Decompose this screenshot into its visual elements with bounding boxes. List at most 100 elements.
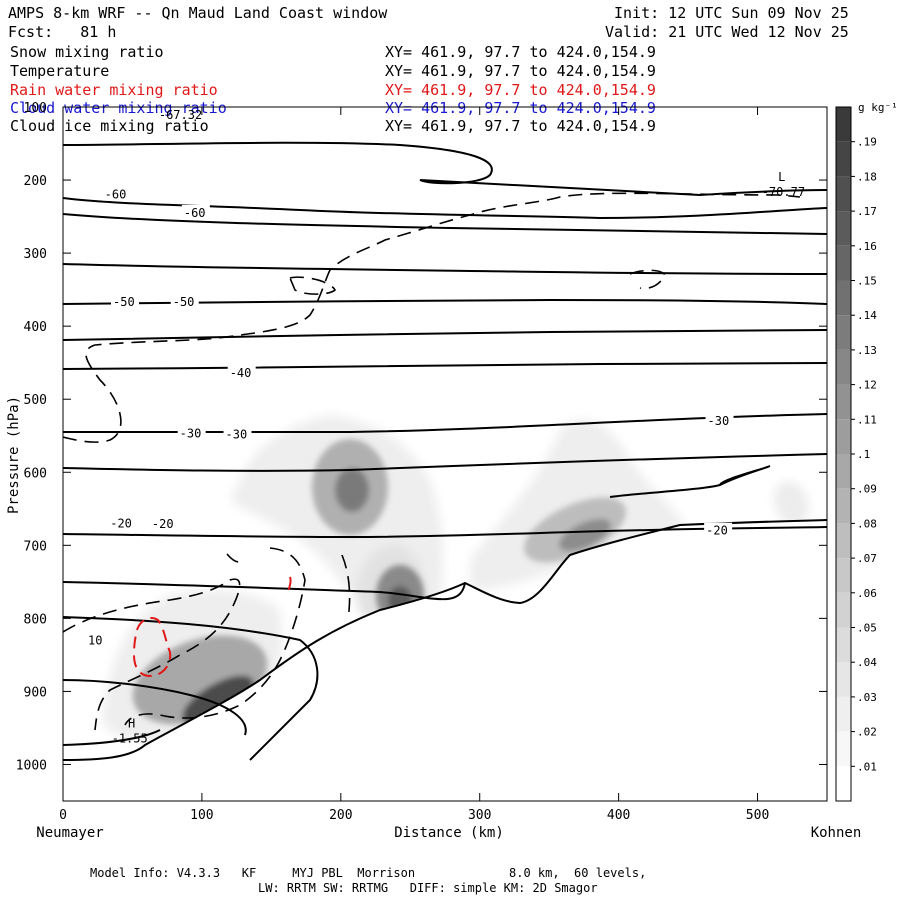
colorbar-swatch bbox=[836, 176, 851, 212]
x-tick-label: 500 bbox=[746, 808, 769, 823]
temperature-contour-label: -20 bbox=[706, 524, 728, 538]
colorbar-unit: g kg⁻¹ bbox=[858, 101, 898, 114]
field-xy-cloudice: XY= 461.9, 97.7 to 424.0,154.9 bbox=[385, 117, 656, 135]
temp-contour bbox=[63, 679, 247, 736]
terrain-mask bbox=[145, 520, 827, 801]
contour-labels: -60 -60 -50 -50 -40 -30 -30 -30 -20 -20 -20 10 L-70.… bbox=[86, 108, 805, 745]
init-time: Init: 12 UTC Sun 09 Nov 25 bbox=[614, 4, 849, 22]
temp-contour bbox=[63, 197, 827, 220]
field-name-temperature: Temperature bbox=[10, 62, 110, 80]
colorbar-label: .09 bbox=[857, 483, 877, 496]
colorbar-label: .06 bbox=[857, 587, 877, 600]
y-tick-label: 1000 bbox=[16, 758, 47, 773]
colorbar-label: .17 bbox=[857, 205, 877, 218]
x-tick-label: 300 bbox=[468, 808, 491, 823]
contour-label-bg bbox=[108, 515, 137, 530]
extremum-value: -67.32 bbox=[159, 108, 202, 122]
colorbar-swatch bbox=[836, 662, 851, 697]
field-name-rain: Rain water mixing ratio bbox=[10, 81, 218, 99]
colorbar-swatch bbox=[836, 419, 851, 454]
field-xy-rain: XY= 461.9, 97.7 to 424.0,154.9 bbox=[385, 81, 656, 99]
snow-core-lower bbox=[182, 675, 254, 725]
forecast-hour: Fcst: 81 h bbox=[8, 23, 117, 41]
colorbar-swatch bbox=[836, 107, 851, 142]
rain-contour bbox=[288, 576, 292, 591]
valid-time: Valid: 21 UTC Wed 12 Nov 25 bbox=[605, 23, 849, 41]
colorbar-label: .12 bbox=[857, 379, 877, 392]
y-tick-label: 600 bbox=[24, 466, 47, 481]
y-tick-label: 900 bbox=[24, 685, 47, 700]
y-tick-label: 500 bbox=[24, 393, 47, 408]
ice-contour bbox=[124, 547, 306, 726]
colorbar-label: .05 bbox=[857, 622, 877, 635]
cloud-ice-contours bbox=[63, 192, 801, 731]
temperature-contour-label: -50 bbox=[173, 295, 195, 309]
field-name-cloudwater: Cloud water mixing ratio bbox=[10, 99, 227, 117]
ice-contour bbox=[63, 578, 241, 731]
contour-label-bg bbox=[705, 413, 734, 428]
temperature-contour-label: -60 bbox=[184, 206, 206, 220]
colorbar-swatch bbox=[836, 627, 851, 663]
colorbar-label: .03 bbox=[857, 691, 877, 704]
colorbar: .19 .18 .17 .16 .15 .14 .13 .12 .11 .1 .09 .08 .07 .0… bbox=[835, 106, 877, 802]
temperature-contours bbox=[63, 141, 827, 761]
ice-contour bbox=[63, 192, 801, 443]
colorbar-swatch bbox=[836, 558, 851, 593]
extremum-marker: L bbox=[778, 170, 785, 184]
temperature-contour-label: -20 bbox=[152, 517, 174, 531]
colorbar-label: .18 bbox=[857, 170, 877, 183]
contour-label-bg bbox=[177, 425, 206, 440]
colorbar-label: .01 bbox=[857, 760, 877, 773]
colorbar-swatch bbox=[836, 488, 851, 524]
colorbar-label: .1 bbox=[857, 448, 870, 461]
colorbar-label: .19 bbox=[857, 136, 877, 149]
temp-contour bbox=[63, 729, 161, 746]
temperature-contour-label: -60 bbox=[105, 188, 127, 202]
field-xy-temperature: XY= 461.9, 97.7 to 424.0,154.9 bbox=[385, 62, 656, 80]
temp-contour bbox=[63, 413, 827, 434]
contour-label-bg bbox=[86, 632, 107, 647]
colorbar-label: .08 bbox=[857, 517, 877, 530]
ice-contour bbox=[341, 554, 351, 621]
snow-shade-farright bbox=[774, 481, 810, 525]
chart-title: AMPS 8-km WRF -- Qn Maud Land Coast wind… bbox=[8, 4, 388, 22]
rain-contour bbox=[132, 617, 172, 678]
temperature-contour-label: -50 bbox=[113, 295, 135, 309]
contour-label-bg bbox=[181, 204, 210, 219]
colorbar-swatch bbox=[836, 454, 851, 489]
temperature-contour-label: -40 bbox=[230, 366, 252, 380]
colorbar-label: .07 bbox=[857, 552, 877, 565]
contour-label-bg bbox=[170, 294, 199, 309]
temperature-contour-label: 10 bbox=[88, 633, 102, 647]
ice-contour bbox=[288, 276, 336, 295]
colorbar-label: .02 bbox=[857, 726, 877, 739]
x-axis-label: Distance (km) bbox=[394, 825, 504, 841]
extremum-value: -1.55 bbox=[112, 731, 148, 745]
y-axis: 100 200 300 400 500 600 700 800 900 1000 bbox=[16, 101, 827, 773]
colorbar-swatch bbox=[836, 349, 851, 385]
snow-core-right bbox=[559, 518, 611, 552]
colorbar-swatch bbox=[836, 211, 851, 246]
colorbar-swatch bbox=[836, 141, 851, 177]
y-tick-label: 800 bbox=[24, 612, 47, 627]
temp-contour bbox=[609, 465, 771, 498]
y-tick-label: 200 bbox=[24, 174, 47, 189]
right-endpoint-label: Kohnen bbox=[811, 825, 862, 841]
contour-label-bg bbox=[149, 516, 178, 531]
colorbar-swatch bbox=[836, 315, 851, 350]
y-tick-label: 300 bbox=[24, 247, 47, 262]
extremum-marker: H bbox=[128, 716, 135, 730]
contour-label-bg bbox=[111, 294, 140, 309]
colorbar-swatch bbox=[836, 766, 851, 801]
contour-label-bg bbox=[223, 426, 252, 441]
contour-label-bg bbox=[704, 522, 733, 537]
temperature-contour-label: -30 bbox=[180, 427, 202, 441]
x-axis: 0 100 200 300 400 500 bbox=[59, 107, 769, 823]
colorbar-label: .15 bbox=[857, 275, 877, 288]
colorbar-swatch bbox=[836, 280, 851, 316]
temperature-contour-label: -20 bbox=[110, 516, 132, 530]
colorbar-swatch bbox=[836, 245, 851, 281]
contour-label-bg bbox=[102, 186, 131, 201]
y-tick-label: 100 bbox=[24, 101, 47, 116]
